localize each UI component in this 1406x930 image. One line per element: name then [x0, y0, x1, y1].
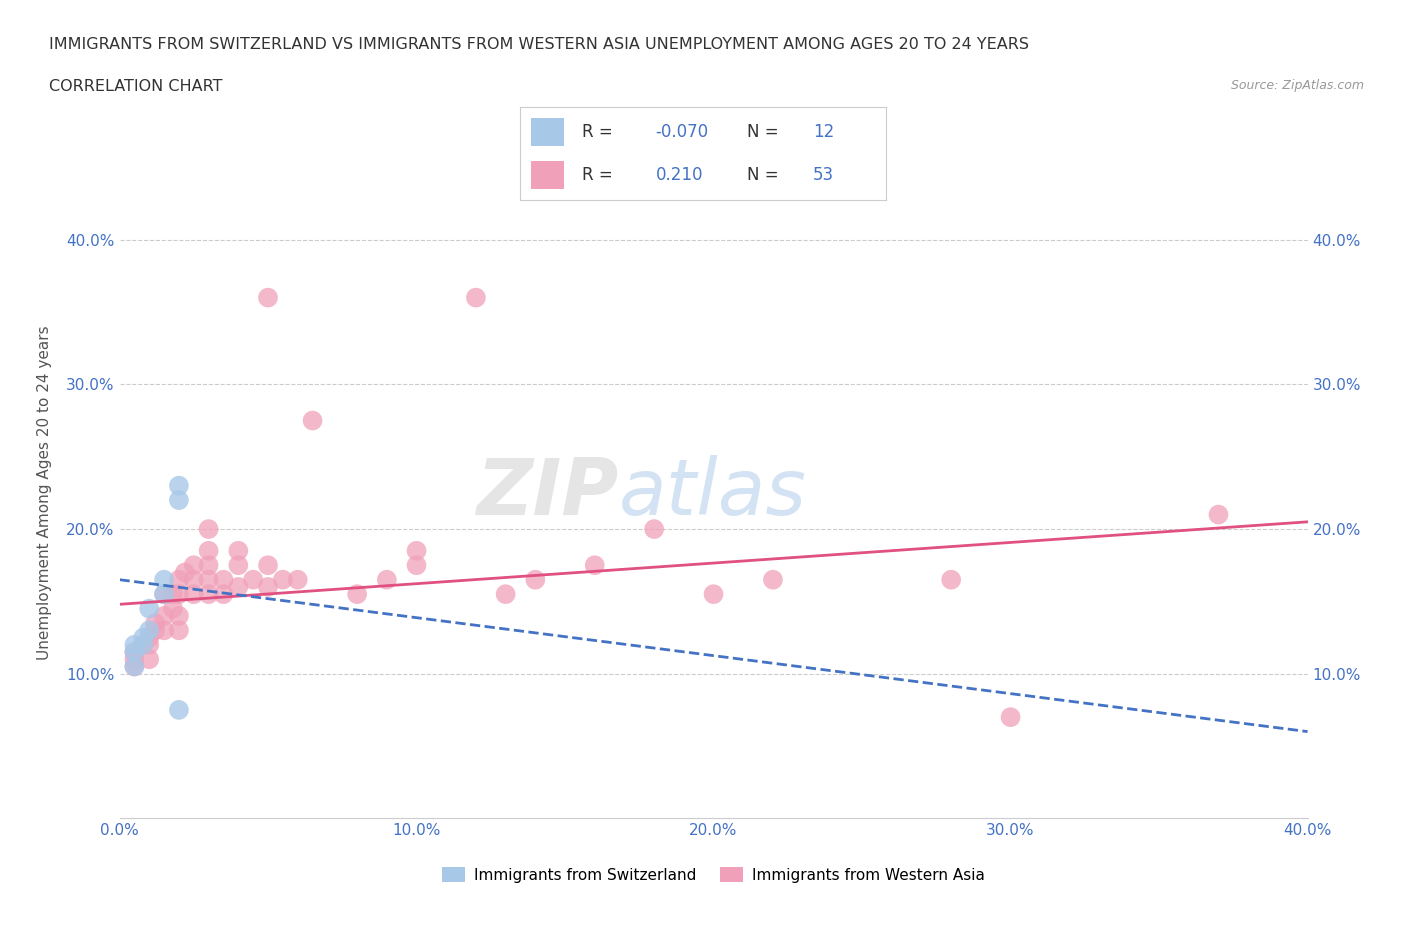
- Point: [138, 631, 160, 645]
- Point: [524, 572, 547, 587]
- Bar: [531, 118, 564, 146]
- Point: [375, 572, 398, 587]
- Text: 12: 12: [813, 123, 834, 141]
- Point: [138, 601, 160, 616]
- Point: [153, 623, 176, 638]
- Point: [257, 579, 280, 594]
- Point: [405, 543, 427, 558]
- Point: [197, 543, 219, 558]
- Text: Source: ZipAtlas.com: Source: ZipAtlas.com: [1230, 79, 1364, 92]
- Point: [153, 572, 176, 587]
- Point: [132, 637, 155, 652]
- Text: -0.070: -0.070: [655, 123, 709, 141]
- Point: [124, 644, 146, 659]
- Point: [643, 522, 665, 537]
- Point: [183, 558, 205, 573]
- Point: [138, 652, 160, 667]
- Point: [183, 587, 205, 602]
- Point: [197, 522, 219, 537]
- Point: [1000, 710, 1022, 724]
- Point: [257, 558, 280, 573]
- Point: [495, 587, 517, 602]
- Point: [346, 587, 368, 602]
- Point: [167, 572, 190, 587]
- Text: 0.210: 0.210: [655, 166, 703, 184]
- Point: [173, 565, 195, 580]
- Point: [132, 631, 155, 645]
- Point: [212, 572, 235, 587]
- Point: [167, 493, 190, 508]
- Point: [167, 623, 190, 638]
- Point: [153, 587, 176, 602]
- Point: [257, 290, 280, 305]
- Point: [464, 290, 486, 305]
- Point: [167, 608, 190, 623]
- Point: [197, 587, 219, 602]
- Point: [702, 587, 725, 602]
- Point: [301, 413, 323, 428]
- Point: [183, 572, 205, 587]
- Text: R =: R =: [582, 166, 613, 184]
- Point: [162, 587, 184, 602]
- Point: [143, 616, 166, 631]
- Point: [124, 659, 146, 674]
- Point: [167, 702, 190, 717]
- Text: 53: 53: [813, 166, 834, 184]
- Point: [153, 608, 176, 623]
- Point: [228, 579, 250, 594]
- Point: [124, 659, 146, 674]
- Point: [228, 543, 250, 558]
- Point: [762, 572, 785, 587]
- Point: [1208, 507, 1230, 522]
- Point: [143, 623, 166, 638]
- Legend: Immigrants from Switzerland, Immigrants from Western Asia: Immigrants from Switzerland, Immigrants …: [436, 860, 991, 889]
- Text: ZIP: ZIP: [477, 455, 619, 531]
- Point: [138, 637, 160, 652]
- Bar: [531, 161, 564, 189]
- Point: [167, 587, 190, 602]
- Point: [939, 572, 962, 587]
- Point: [228, 558, 250, 573]
- Point: [153, 587, 176, 602]
- Point: [167, 478, 190, 493]
- Text: IMMIGRANTS FROM SWITZERLAND VS IMMIGRANTS FROM WESTERN ASIA UNEMPLOYMENT AMONG A: IMMIGRANTS FROM SWITZERLAND VS IMMIGRANT…: [49, 37, 1029, 52]
- Text: N =: N =: [747, 123, 779, 141]
- Point: [197, 558, 219, 573]
- Y-axis label: Unemployment Among Ages 20 to 24 years: Unemployment Among Ages 20 to 24 years: [38, 326, 52, 660]
- Text: atlas: atlas: [619, 455, 807, 531]
- Point: [138, 623, 160, 638]
- Point: [124, 644, 146, 659]
- Point: [242, 572, 264, 587]
- Point: [132, 637, 155, 652]
- Point: [162, 601, 184, 616]
- Point: [212, 587, 235, 602]
- Point: [271, 572, 294, 587]
- Text: R =: R =: [582, 123, 613, 141]
- Point: [405, 558, 427, 573]
- Text: CORRELATION CHART: CORRELATION CHART: [49, 79, 222, 94]
- Point: [287, 572, 309, 587]
- Point: [583, 558, 606, 573]
- Point: [197, 572, 219, 587]
- Text: N =: N =: [747, 166, 779, 184]
- Point: [124, 637, 146, 652]
- Point: [124, 652, 146, 667]
